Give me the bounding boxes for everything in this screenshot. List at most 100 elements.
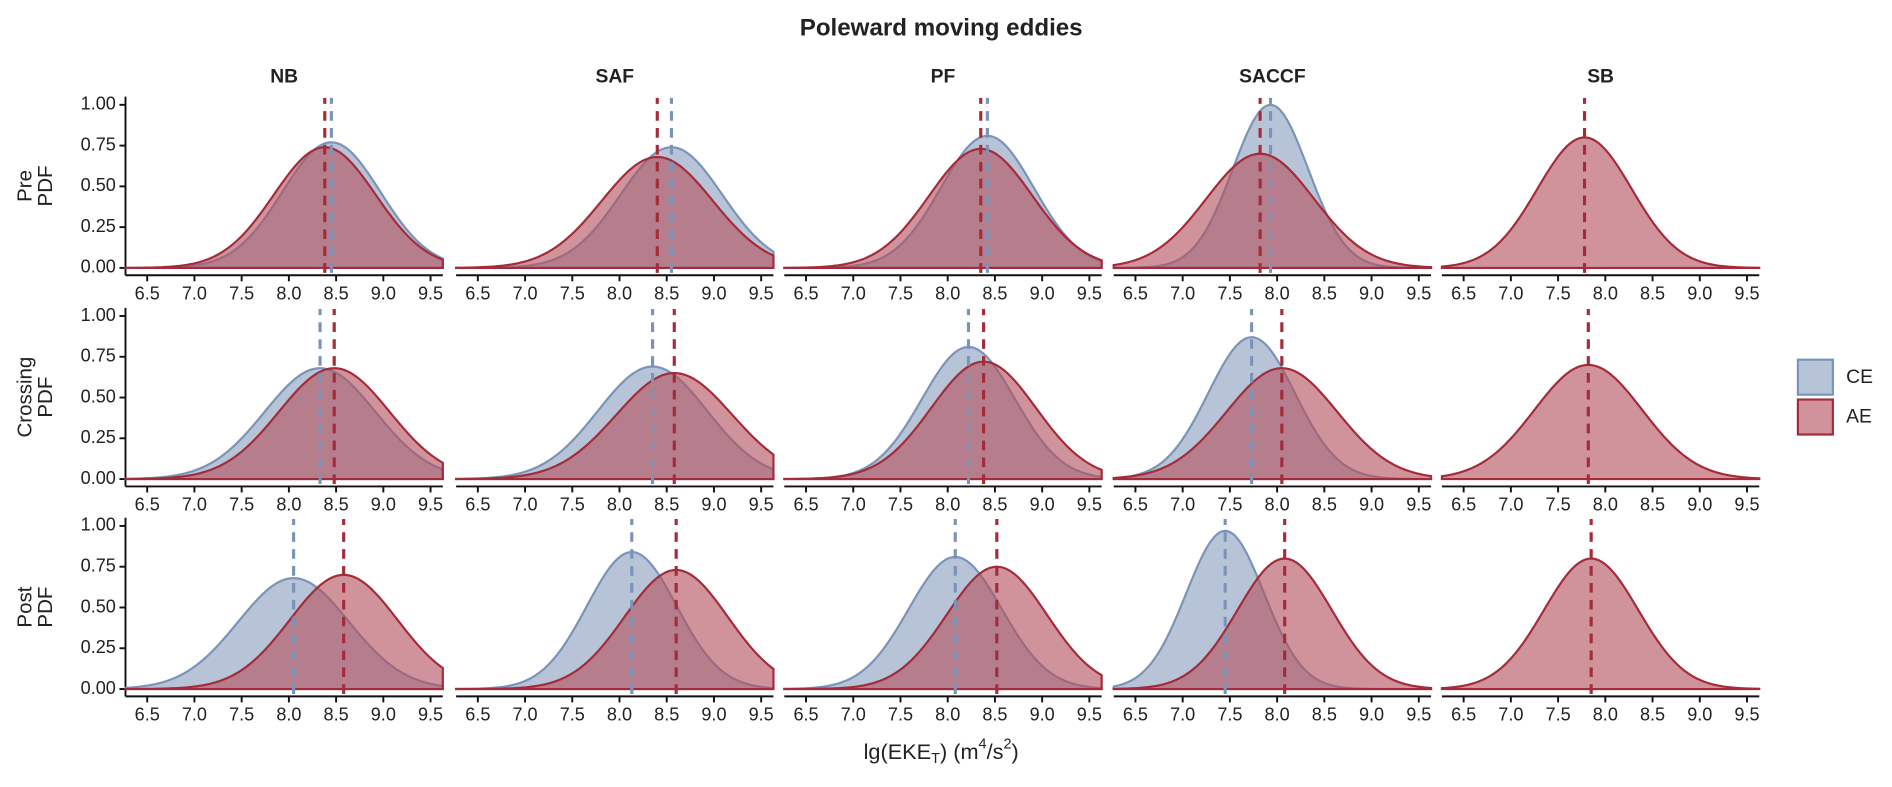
- y-tick-label: 0.75: [81, 555, 116, 575]
- density-area: [783, 565, 1103, 691]
- density-area: [1440, 136, 1761, 269]
- x-tick-label: 6.5: [1123, 283, 1148, 303]
- x-tick-label: 8.0: [1593, 494, 1618, 514]
- x-tick-label: 7.5: [1217, 283, 1242, 303]
- x-tick-label: 8.5: [654, 283, 679, 303]
- density-area: [1112, 152, 1433, 269]
- x-tick-label: 6.5: [1123, 494, 1148, 514]
- x-tick-label: 9.0: [1687, 494, 1712, 514]
- x-tick-label: 9.0: [1030, 704, 1055, 724]
- density-area: [124, 146, 444, 269]
- column-label: PF: [931, 66, 956, 87]
- x-tick-label: 7.0: [512, 494, 537, 514]
- x-tick-label: 9.0: [1687, 283, 1712, 303]
- x-tick-label: 8.5: [324, 283, 349, 303]
- chart-title: Poleward moving eddies: [800, 14, 1083, 41]
- x-tick-label: 6.5: [793, 283, 818, 303]
- x-tick-label: 7.5: [560, 704, 585, 724]
- y-axis-label: PDF: [34, 377, 57, 418]
- x-tick-label: 8.0: [1593, 704, 1618, 724]
- y-tick-label: 0.50: [81, 386, 116, 406]
- x-tick-label: 6.5: [793, 704, 818, 724]
- x-tick-label: 6.5: [1451, 704, 1476, 724]
- x-tick-label: 7.5: [888, 494, 913, 514]
- x-tick-label: 6.5: [1123, 704, 1148, 724]
- y-tick-label: 0.75: [81, 346, 116, 366]
- density-area: [1112, 367, 1433, 481]
- x-tick-label: 9.0: [1030, 283, 1055, 303]
- x-tick-label: 8.0: [1265, 283, 1290, 303]
- y-axis-label: PDF: [34, 165, 57, 206]
- x-tick-label: 7.5: [229, 494, 254, 514]
- x-tick-label: 9.5: [1077, 283, 1102, 303]
- y-tick-label: 0.25: [81, 427, 116, 447]
- x-label-part: 2: [1003, 736, 1011, 752]
- x-tick-label: 9.5: [418, 494, 443, 514]
- x-tick-label: 9.0: [1687, 704, 1712, 724]
- row-name: Post: [14, 586, 37, 627]
- y-tick-label: 0.00: [81, 678, 116, 698]
- x-tick-label: 9.5: [1734, 704, 1759, 724]
- x-tick-label: 9.5: [1406, 494, 1431, 514]
- x-tick-label: 8.0: [935, 704, 960, 724]
- x-tick-label: 8.5: [982, 704, 1007, 724]
- x-tick-label: 8.0: [607, 704, 632, 724]
- y-tick-label: 0.50: [81, 596, 116, 616]
- y-tick-label: 1.00: [81, 515, 116, 535]
- x-tick-label: 7.0: [841, 283, 866, 303]
- x-tick-label: 7.0: [182, 704, 207, 724]
- x-tick-label: 8.0: [935, 494, 960, 514]
- x-tick-label: 9.0: [1030, 494, 1055, 514]
- x-tick-label: 6.5: [465, 704, 490, 724]
- x-tick-label: 9.5: [749, 494, 774, 514]
- x-tick-label: 8.0: [935, 283, 960, 303]
- x-tick-label: 9.5: [1734, 494, 1759, 514]
- x-tick-label: 8.0: [276, 704, 301, 724]
- x-tick-label: 9.5: [1406, 283, 1431, 303]
- x-tick-label: 7.5: [888, 704, 913, 724]
- x-tick-label: 8.0: [276, 283, 301, 303]
- x-tick-label: 7.5: [1217, 704, 1242, 724]
- x-tick-label: 8.0: [607, 283, 632, 303]
- x-tick-label: 7.5: [1546, 494, 1571, 514]
- x-tick-label: 8.0: [607, 494, 632, 514]
- x-tick-label: 9.5: [749, 283, 774, 303]
- x-tick-label: 8.5: [324, 494, 349, 514]
- row-name: Crossing: [14, 357, 37, 438]
- row-name: Pre: [14, 170, 37, 202]
- x-tick-label: 8.5: [654, 704, 679, 724]
- x-tick-label: 9.0: [701, 283, 726, 303]
- x-tick-label: 9.0: [371, 283, 396, 303]
- x-tick-label: 7.5: [229, 283, 254, 303]
- x-tick-label: 7.5: [888, 283, 913, 303]
- x-tick-label: 9.0: [371, 494, 396, 514]
- x-tick-label: 9.0: [1359, 704, 1384, 724]
- x-axis-label: lg(EKET) (m4/s2): [864, 736, 1019, 766]
- x-label-part: ) (m: [940, 739, 979, 764]
- y-tick-label: 0.25: [81, 216, 116, 236]
- x-tick-label: 7.0: [1170, 704, 1195, 724]
- x-tick-label: 8.5: [1312, 494, 1337, 514]
- x-tick-label: 6.5: [135, 283, 160, 303]
- y-tick-label: 0.75: [81, 134, 116, 154]
- x-tick-label: 7.0: [1170, 494, 1195, 514]
- y-axis-label: PDF: [34, 587, 57, 628]
- x-tick-label: 8.0: [1265, 704, 1290, 724]
- x-tick-label: 9.0: [701, 494, 726, 514]
- y-tick-label: 0.25: [81, 637, 116, 657]
- x-tick-label: 8.0: [1593, 283, 1618, 303]
- x-tick-label: 7.0: [182, 494, 207, 514]
- x-tick-label: 8.5: [324, 704, 349, 724]
- y-tick-label: 0.00: [81, 257, 116, 277]
- x-tick-label: 9.0: [701, 704, 726, 724]
- density-area: [455, 568, 775, 691]
- row-label: PrePDF: [14, 165, 58, 206]
- column-label: SACCF: [1239, 66, 1306, 87]
- x-label-part: lg(EKE: [864, 739, 932, 764]
- density-area: [124, 367, 444, 481]
- density-area: [1440, 557, 1761, 691]
- x-tick-label: 8.5: [982, 494, 1007, 514]
- column-label: SAF: [595, 66, 634, 87]
- density-area: [124, 573, 444, 691]
